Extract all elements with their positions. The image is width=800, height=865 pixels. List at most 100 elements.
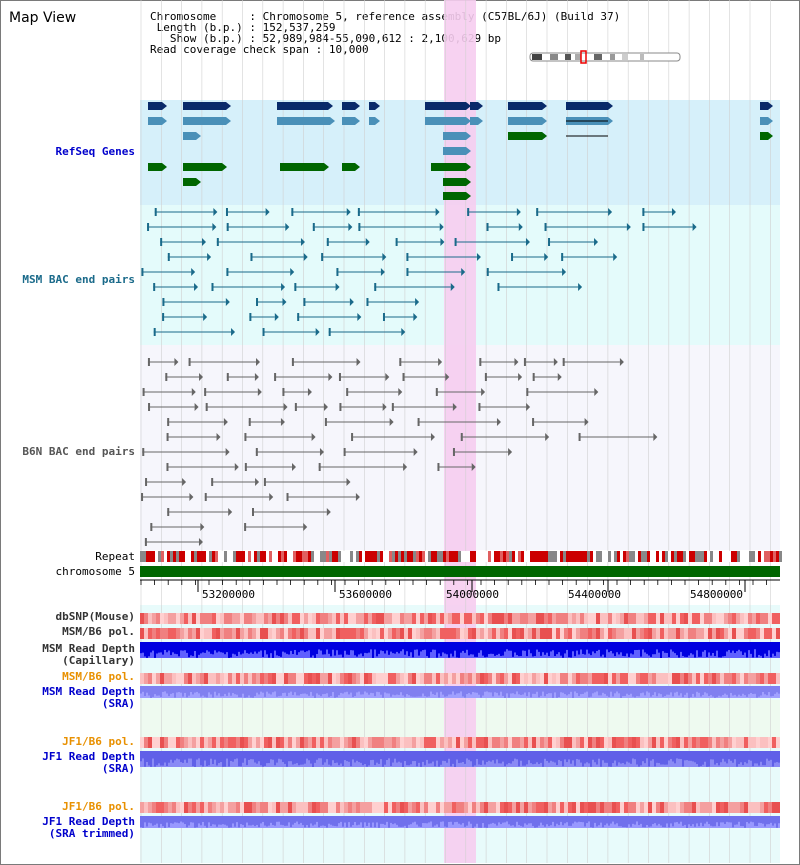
- depth-bar: [274, 816, 276, 826]
- chromosome-ideogram[interactable]: [529, 50, 681, 64]
- bac-end-arrow: [401, 328, 406, 336]
- bac-end-arrow: [283, 403, 288, 411]
- heat-bin: [624, 802, 628, 813]
- depth-bar: [652, 816, 654, 825]
- depth-bar: [250, 642, 252, 653]
- depth-bar: [284, 751, 286, 764]
- b6n-bac-pairs[interactable]: [141, 358, 658, 546]
- depth-bar: [368, 642, 370, 653]
- heat-bin: [668, 673, 672, 684]
- depth-bar: [514, 816, 516, 827]
- repeat-bin: [638, 551, 641, 562]
- heat-bin: [312, 613, 316, 624]
- heat-bin: [464, 613, 468, 624]
- heat-bin: [212, 613, 216, 624]
- depth-bar: [450, 642, 452, 654]
- depth-bar: [418, 751, 420, 763]
- depth-bar: [664, 751, 666, 765]
- depth-bar: [402, 751, 404, 767]
- depth-bar: [746, 816, 748, 822]
- heat-bin: [244, 613, 248, 624]
- heat-bin: [180, 613, 184, 624]
- depth-bar: [268, 642, 270, 658]
- depth-bar: [188, 751, 190, 759]
- depth-bar: [740, 816, 742, 826]
- depth-bar: [496, 816, 498, 826]
- heat-bin: [232, 802, 236, 813]
- heat-bin: [680, 613, 684, 624]
- depth-bar: [496, 751, 498, 760]
- depth-bar: [184, 642, 186, 651]
- heat-bin: [752, 613, 756, 624]
- depth-bar: [532, 751, 534, 765]
- heat-bin: [168, 613, 172, 624]
- heat-bin: [224, 673, 228, 684]
- depth-bar: [512, 816, 514, 826]
- repeat-bin: [491, 551, 494, 562]
- depth-bar: [220, 751, 222, 763]
- depth-bar: [648, 816, 650, 827]
- depth-bar: [740, 751, 742, 763]
- depth-bar: [530, 642, 532, 654]
- depth-bar: [170, 816, 172, 824]
- heat-bin: [364, 673, 368, 684]
- repeat-bin: [200, 551, 203, 562]
- msm-bac-pairs[interactable]: [141, 208, 697, 336]
- depth-bar: [512, 642, 514, 657]
- depth-bar: [768, 642, 770, 651]
- depth-bar: [298, 642, 300, 653]
- depth-bar: [522, 642, 524, 651]
- heat-bin: [676, 673, 680, 684]
- heat-bin: [616, 673, 620, 684]
- depth-bar: [208, 642, 210, 652]
- depth-bar: [170, 642, 172, 656]
- heat-bin: [680, 737, 684, 748]
- heat-bin: [532, 613, 536, 624]
- heat-bin: [508, 802, 512, 813]
- label-jf1-depth-trim-2: (SRA trimmed): [48, 827, 135, 840]
- depth-bar: [738, 751, 740, 765]
- heat-bin: [696, 802, 700, 813]
- bac-end-arrow: [439, 223, 444, 231]
- depth-bar: [584, 686, 586, 693]
- repeat-bin: [338, 551, 341, 562]
- depth-bar: [482, 686, 484, 696]
- depth-bar: [682, 686, 684, 698]
- depth-bar: [310, 686, 312, 692]
- heat-bin: [360, 802, 364, 813]
- depth-bar: [360, 816, 362, 823]
- depth-bar: [398, 816, 400, 827]
- repeat-bin: [257, 551, 260, 562]
- heat-bin: [232, 737, 236, 748]
- repeat-bin: [410, 551, 413, 562]
- depth-bar: [500, 816, 502, 825]
- repeat-bin: [623, 551, 626, 562]
- depth-bar: [288, 642, 290, 655]
- repeat-bin: [560, 551, 563, 562]
- depth-bar: [288, 686, 290, 693]
- refseq-genes[interactable]: [148, 102, 773, 200]
- depth-bar: [676, 816, 678, 823]
- bac-end: [162, 313, 165, 321]
- heat-bin: [448, 802, 452, 813]
- depth-bar: [166, 751, 168, 766]
- heat-bin: [316, 628, 320, 639]
- heat-bin: [684, 613, 688, 624]
- depth-bar: [716, 816, 718, 823]
- depth-bar: [292, 816, 294, 825]
- heat-bin: [356, 802, 360, 813]
- heat-bin: [428, 613, 432, 624]
- heat-bin: [280, 673, 284, 684]
- depth-bar: [492, 816, 494, 823]
- depth-bar: [354, 642, 356, 656]
- depth-bar: [666, 686, 668, 695]
- gene-arrow: [162, 117, 167, 125]
- depth-bar: [556, 642, 558, 655]
- depth-bar: [548, 751, 550, 763]
- depth-bar: [150, 751, 152, 767]
- heat-bin: [572, 737, 576, 748]
- depth-bar: [430, 816, 432, 822]
- depth-bar: [346, 751, 348, 762]
- depth-bar: [694, 816, 696, 827]
